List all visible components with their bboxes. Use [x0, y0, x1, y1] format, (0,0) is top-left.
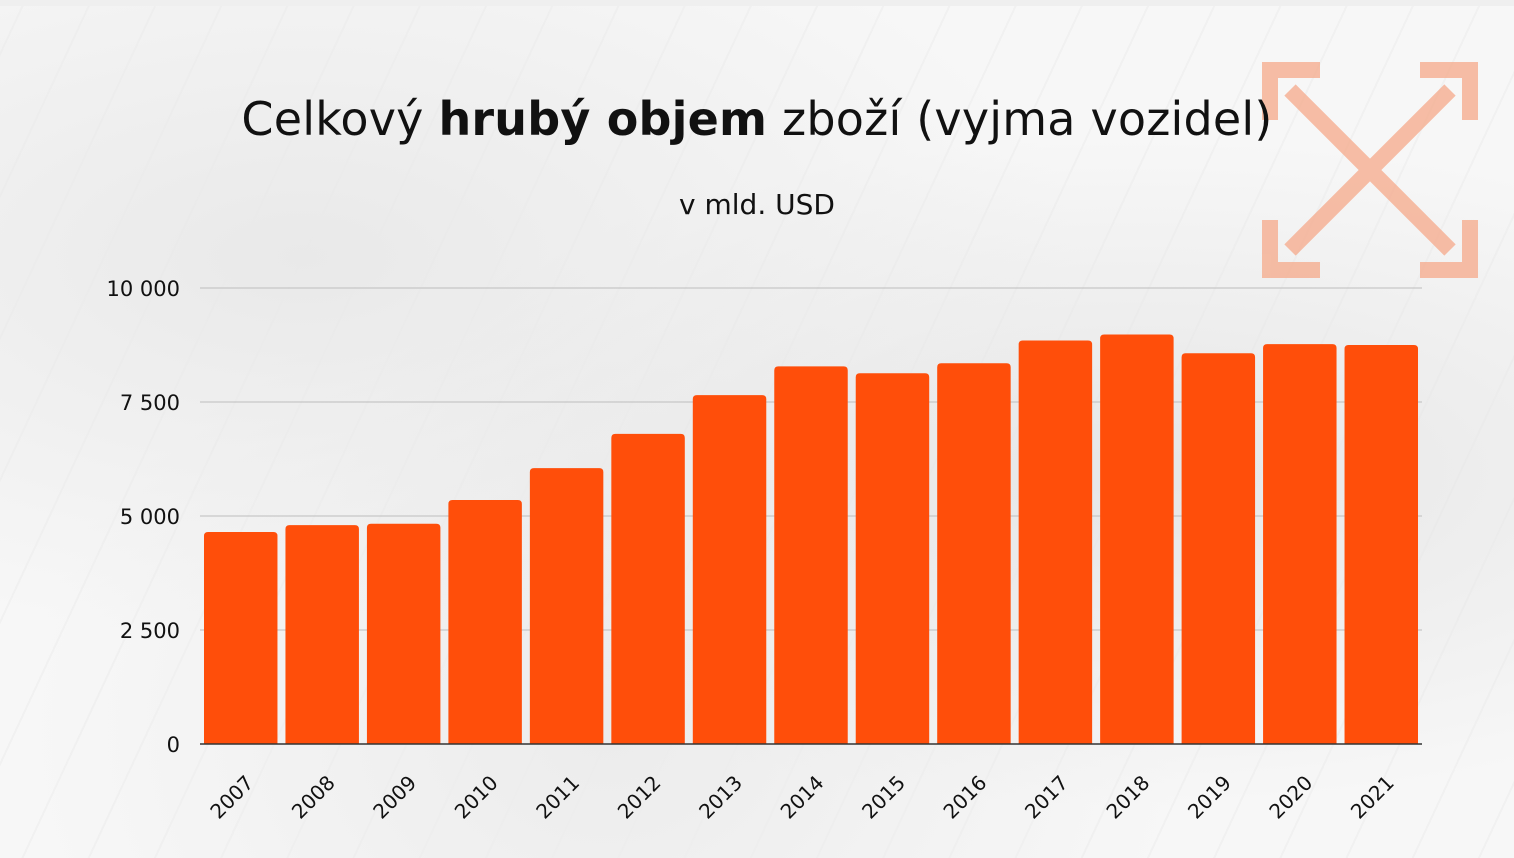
x-tick-label: 2019: [1183, 771, 1236, 824]
bar: [1344, 345, 1418, 744]
x-tick-label: 2008: [287, 771, 340, 824]
bar: [366, 523, 441, 744]
bar: [529, 468, 604, 744]
x-tick-label: 2014: [776, 771, 829, 824]
x-tick-label: 2007: [205, 771, 258, 824]
x-tick-label: 2011: [531, 771, 584, 824]
bar: [611, 433, 685, 744]
bar: [1100, 334, 1174, 744]
bar: [1181, 353, 1256, 744]
y-tick-label: 5 000: [120, 505, 180, 529]
bar: [692, 395, 767, 744]
x-tick-label: 2018: [1101, 771, 1154, 824]
bar: [204, 531, 278, 744]
x-tick-label: 2021: [1346, 771, 1399, 824]
expand-arrows-icon: [1262, 62, 1478, 278]
y-tick-label: 0: [167, 733, 180, 757]
bar: [855, 373, 930, 744]
x-tick-label: 2020: [1264, 771, 1317, 824]
y-tick-label: 10 000: [107, 277, 180, 301]
title-bold: hrubý objem: [438, 92, 768, 146]
y-tick-label: 2 500: [120, 619, 180, 643]
chart-subtitle: v mld. USD: [679, 188, 835, 221]
bar: [1018, 340, 1093, 744]
top-bar: [0, 0, 1514, 6]
bar: [285, 525, 359, 744]
bar: [448, 500, 522, 744]
x-tick-label: 2010: [450, 771, 503, 824]
y-tick-label: 7 500: [120, 391, 180, 415]
x-tick-label: 2015: [857, 771, 910, 824]
x-tick-label: 2009: [368, 771, 421, 824]
title-part-2: zboží (vyjma vozidel): [767, 92, 1273, 146]
chart-title: Celkový hrubý objem zboží (vyjma vozidel…: [0, 92, 1514, 146]
bar: [1263, 344, 1337, 744]
title-part-1: Celkový: [241, 92, 439, 146]
bar: [937, 363, 1011, 744]
x-tick-label: 2013: [694, 771, 747, 824]
x-tick-label: 2017: [1020, 771, 1073, 824]
x-tick-label: 2016: [939, 771, 992, 824]
bar: [774, 366, 848, 744]
x-tick-label: 2012: [613, 771, 666, 824]
